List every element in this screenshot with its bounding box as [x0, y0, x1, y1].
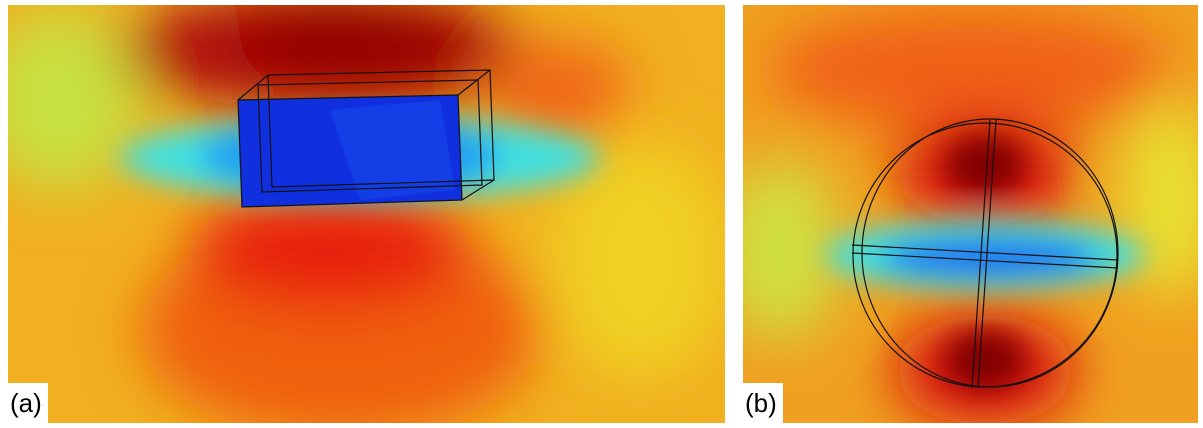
panel-label: (b): [745, 388, 777, 418]
panel-a: [0, 0, 730, 428]
page: (a) (b) (() => { const data = JSON.parse…: [0, 0, 1203, 428]
panel-b: [720, 5, 1203, 425]
panel-label: (a): [10, 388, 42, 418]
figure: (a) (b): [0, 0, 1203, 428]
